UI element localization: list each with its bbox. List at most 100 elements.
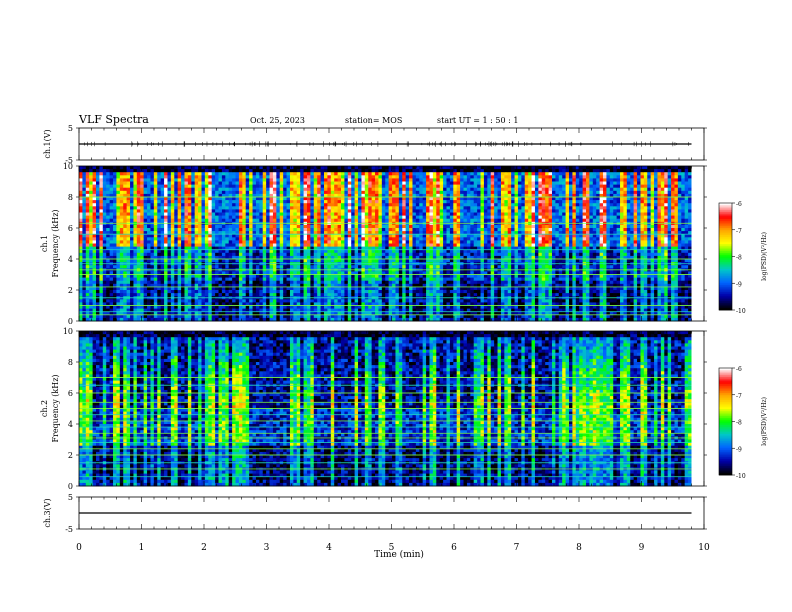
spectrogram-cell — [354, 209, 359, 213]
spectrogram-cell — [143, 218, 148, 223]
spectrogram-cell — [296, 181, 301, 185]
spectrogram-cell — [133, 305, 138, 309]
spectrogram-cell — [181, 218, 185, 223]
spectrogram-cell — [102, 293, 107, 297]
spectrogram-cell — [313, 187, 318, 192]
spectrogram-cell — [167, 283, 172, 288]
spectrogram-cell — [82, 181, 87, 185]
spectrogram-cell — [351, 181, 356, 185]
spectrogram-cell — [395, 184, 400, 189]
spectrogram-cell — [113, 190, 117, 195]
spectrogram-cell — [371, 286, 376, 291]
spectrogram-cell — [170, 218, 175, 223]
spectrogram-cell — [96, 290, 100, 294]
spectrogram-cell — [378, 317, 383, 322]
spectrogram-cell — [330, 290, 335, 294]
spectrogram-cell — [177, 193, 182, 198]
spectrogram-cell — [354, 293, 359, 297]
spectrogram-cell — [300, 277, 304, 282]
spectrogram-cell — [368, 190, 373, 195]
spectrogram-cell — [215, 190, 219, 195]
spectrogram-cell — [337, 234, 342, 238]
spectrogram-cell — [228, 299, 233, 303]
spectrogram-cell — [177, 212, 182, 216]
spectrogram-cell — [96, 197, 100, 201]
spectrogram-cell — [262, 255, 267, 260]
spectrogram-cell — [289, 175, 294, 179]
spectrogram-cell — [79, 228, 83, 232]
spectrogram-cell — [85, 178, 90, 182]
spectrogram-cell — [238, 243, 243, 247]
spectrogram-cell — [85, 190, 90, 195]
spectrogram-cell — [378, 231, 383, 235]
spectrogram-cell — [221, 277, 226, 282]
spectrogram-cell — [109, 231, 114, 235]
spectrogram-cell — [187, 175, 192, 179]
spectrogram-cell — [334, 246, 339, 251]
spectrogram-cell — [119, 293, 124, 297]
spectrogram-cell — [174, 190, 179, 195]
spectrogram-cell — [119, 305, 124, 309]
spectrogram-cell — [269, 224, 274, 229]
spectrogram-cell — [82, 190, 87, 195]
spectrogram-cell — [136, 224, 141, 229]
spectrogram-cell — [249, 212, 253, 216]
spectrogram-cell — [191, 299, 196, 303]
spectrogram-cell — [221, 203, 226, 207]
spectrogram-cell — [136, 200, 141, 204]
spectrogram-cell — [133, 240, 138, 244]
spectrogram-cell — [208, 197, 213, 201]
spectrogram-cell — [317, 274, 321, 278]
spectrogram-cell — [235, 274, 240, 278]
spectrogram-cell — [119, 280, 124, 285]
spectrogram-cell — [160, 277, 165, 282]
spectrogram-cell — [330, 184, 335, 189]
spectrogram-cell — [255, 190, 260, 195]
spectrogram-cell — [177, 203, 182, 207]
spectrogram-cell — [92, 280, 97, 285]
spectrogram-cell — [232, 212, 236, 216]
spectrogram-cell — [259, 246, 264, 251]
spectrogram-cell — [167, 215, 172, 220]
spectrogram-cell — [402, 193, 407, 198]
spectrogram-cell — [306, 240, 311, 244]
spectrogram-cell — [327, 286, 332, 291]
spectrogram-cell — [286, 231, 291, 235]
spectrogram-cell — [381, 212, 386, 216]
spectrogram-cell — [109, 308, 114, 313]
spectrogram-cell — [109, 175, 114, 179]
spectrogram-cell — [109, 246, 114, 251]
spectrogram-cell — [361, 184, 366, 189]
spectrogram-cell — [296, 280, 301, 285]
spectrogram-cell — [324, 311, 328, 316]
spectrogram-cell — [330, 249, 335, 254]
spectrogram-cell — [181, 203, 185, 207]
spectrogram-cell — [147, 218, 151, 223]
spectrogram-cell — [184, 243, 189, 247]
spectrogram-cell — [337, 231, 342, 235]
spectrogram-cell — [337, 215, 342, 220]
spectrogram-cell — [187, 259, 192, 263]
spectrogram-cell — [289, 280, 294, 285]
spectrogram-cell — [293, 231, 298, 235]
spectrogram-cell — [351, 228, 356, 232]
spectrogram-cell — [320, 299, 325, 303]
spectrogram-cell — [317, 299, 321, 303]
spectrogram-cell — [198, 280, 202, 285]
spectrogram-cell — [310, 243, 315, 247]
spectrogram-cell — [92, 283, 97, 288]
spectrogram-cell — [181, 234, 185, 238]
spectrogram-cell — [119, 259, 124, 263]
spectrogram-cell — [317, 193, 321, 198]
spectrogram-cell — [157, 203, 162, 207]
spectrogram-cell — [320, 197, 325, 201]
spectrogram-cell — [245, 317, 250, 322]
spectrogram-cell — [317, 234, 321, 238]
spectrogram-cell — [337, 206, 342, 210]
spectrogram-cell — [276, 259, 281, 263]
spectrogram-cell — [337, 252, 342, 257]
spectrogram-cell — [388, 317, 393, 322]
spectrogram-cell — [245, 200, 250, 204]
spectrogram-cell — [82, 215, 87, 220]
spectrogram-cell — [211, 308, 216, 313]
